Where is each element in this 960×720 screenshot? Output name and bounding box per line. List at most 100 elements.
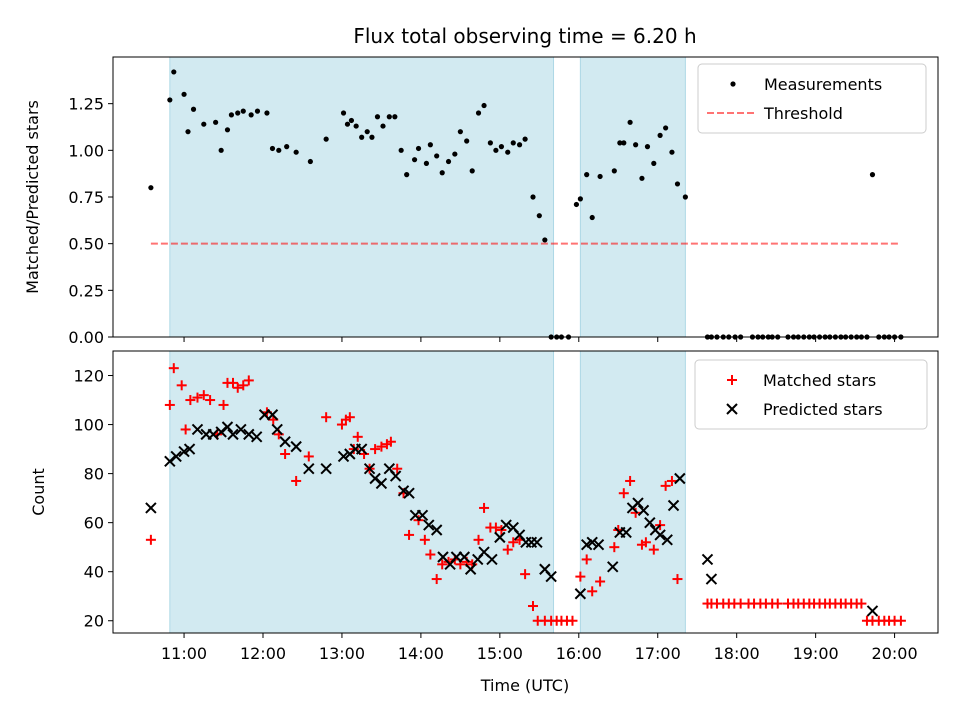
measurement-point: [293, 149, 299, 155]
predicted-star-point: [458, 551, 471, 563]
x-tick-label: 19:00: [793, 644, 839, 663]
top-y-axis-label: Matched/Predicted stars: [23, 100, 42, 294]
predicted-star-point: [416, 509, 429, 522]
matched-star-point: [404, 529, 415, 540]
y-tick-label: 20: [84, 612, 104, 631]
predicted-star-point: [266, 409, 279, 421]
predicted-star-point: [705, 573, 718, 585]
y-tick-label: 1.25: [68, 95, 104, 114]
matched-star-point: [895, 615, 906, 626]
predicted-star-point: [303, 462, 315, 475]
predicted-star-point: [221, 421, 234, 433]
shaded-interval-1: [169, 351, 554, 633]
matched-star-point: [352, 431, 363, 442]
bottom-y-axis-ticks: 20 40 60 80 100 120: [73, 367, 113, 631]
matched-star-point: [344, 412, 355, 423]
measurement-point: [167, 97, 173, 103]
predicted-star-point: [290, 440, 302, 453]
predicted-star-point: [500, 519, 512, 531]
measurement-point: [380, 123, 386, 129]
measurement-point: [487, 140, 493, 146]
predicted-star-point: [574, 588, 587, 600]
measurement-point: [228, 112, 235, 118]
matched-star-point: [520, 569, 531, 580]
measurement-point: [584, 172, 590, 178]
x-tick-label: 12:00: [240, 644, 286, 663]
matched-star-point: [205, 395, 216, 406]
top-y-axis-ticks: 0.00 0.25 0.50 0.75 1.00 1.25: [68, 95, 113, 347]
measurement-point: [682, 194, 688, 200]
matched-star-point: [218, 399, 229, 410]
measurement-point: [224, 127, 231, 133]
x-tick-label: 16:00: [556, 644, 602, 663]
top-x-axis-ticks: [183, 337, 896, 342]
legend-predicted-marker: [726, 403, 738, 415]
predicted-star-point: [644, 516, 656, 529]
matched-star-point: [609, 542, 620, 553]
bottom-shaded-intervals: [169, 351, 686, 633]
predicted-star-point: [355, 443, 368, 455]
measurement-point: [542, 237, 548, 243]
matched-star-point: [185, 395, 196, 406]
matched-star-point: [176, 380, 187, 391]
bottom-panel: 20 40 60 80 100 120 11:00 12:00 13:00 14:00 15:00…: [29, 350, 939, 695]
matched-star-point: [672, 574, 683, 585]
matched-star-point: [479, 502, 490, 513]
matched-star-point: [528, 601, 538, 612]
matched-star-point: [376, 441, 387, 452]
x-tick-label: 18:00: [714, 644, 760, 663]
predicted-star-point: [607, 561, 619, 573]
predicted-star-point: [620, 526, 632, 539]
legend-predicted-label: Predicted stars: [763, 400, 883, 419]
matched-star-point: [856, 598, 867, 609]
predicted-star-point: [531, 536, 543, 548]
predicted-star-point: [637, 504, 650, 517]
top-panel: Flux total observing time = 6.20 h 0.000…: [23, 24, 939, 347]
measurement-point: [235, 110, 241, 116]
matched-star-point: [180, 424, 191, 435]
matched-star-point: [145, 534, 156, 545]
y-tick-label: 80: [84, 465, 104, 484]
matched-star-point: [595, 576, 606, 587]
matched-star-point: [473, 534, 484, 545]
measurement-point: [190, 106, 197, 112]
measurement-point: [427, 142, 433, 148]
legend-matched-label: Matched stars: [763, 371, 876, 390]
matched-star-point: [490, 522, 501, 533]
matched-star-point: [630, 507, 641, 518]
y-tick-label: 60: [84, 514, 104, 533]
measurement-point: [218, 147, 224, 153]
predicted-star-point: [337, 450, 350, 463]
y-tick-label: 0.75: [68, 188, 104, 207]
bottom-predicted-stars-points: [145, 409, 879, 617]
measurement-point: [392, 114, 398, 120]
predicted-star-point: [250, 431, 263, 443]
matched-star-point: [392, 463, 403, 474]
measurement-point: [264, 110, 270, 116]
top-shaded-intervals: [169, 57, 686, 337]
matched-star-point: [640, 537, 651, 548]
matched-star-point: [238, 380, 249, 391]
matched-star-point: [280, 448, 291, 459]
measurement-point: [386, 114, 392, 120]
matched-star-point: [291, 475, 302, 486]
measurement-point: [633, 142, 639, 148]
predicted-star-point: [586, 536, 598, 548]
predicted-star-point: [375, 477, 388, 490]
measurement-point: [359, 134, 365, 140]
bottom-matched-stars-points: [145, 363, 906, 626]
measurement-point: [307, 158, 313, 165]
predicted-star-point: [243, 428, 255, 441]
matched-star-point: [431, 574, 442, 585]
matched-star-point: [648, 544, 659, 555]
measurement-point: [669, 149, 675, 155]
matched-star-point: [228, 377, 238, 388]
x-tick-label: 13:00: [319, 644, 365, 663]
measurement-point: [674, 181, 681, 187]
x-tick-label: 15:00: [477, 644, 523, 663]
matched-star-point: [370, 444, 381, 455]
x-tick-label: 17:00: [635, 644, 681, 663]
matched-star-point: [168, 363, 179, 374]
matched-star-point: [587, 586, 598, 597]
measurement-point: [148, 185, 154, 191]
